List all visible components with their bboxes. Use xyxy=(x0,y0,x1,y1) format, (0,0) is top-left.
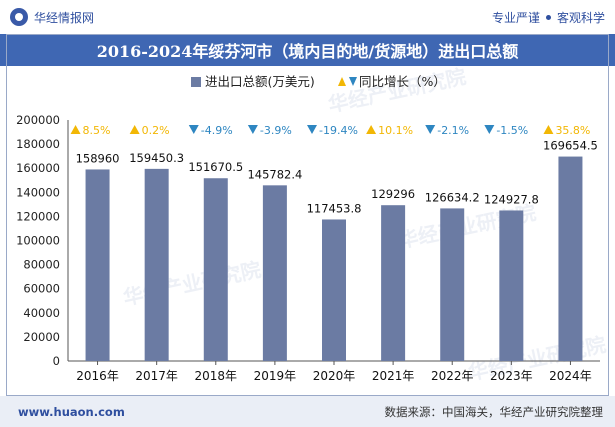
watermark-text: 华经产业研究院 xyxy=(121,257,263,310)
growth-down-icon xyxy=(188,125,199,134)
y-tick-label: 20000 xyxy=(23,330,60,344)
legend-bar-swatch xyxy=(191,77,201,87)
growth-down-icon xyxy=(425,125,436,134)
growth-up-icon xyxy=(366,125,377,134)
x-tick-label: 2020年 xyxy=(313,369,356,383)
x-tick-label: 2024年 xyxy=(549,369,592,383)
bullet-icon xyxy=(545,14,551,20)
growth-down-icon xyxy=(247,125,258,134)
bar xyxy=(440,208,465,361)
y-tick-label: 160000 xyxy=(16,161,60,175)
growth-label: 8.5% xyxy=(83,124,111,137)
watermark-text: 华经产业研究院 xyxy=(326,64,468,117)
x-tick-label: 2022年 xyxy=(431,369,474,383)
chart-title: 2016-2024年绥芬河市（境内目的地/货源地）进出口总额 xyxy=(0,34,615,66)
growth-label: -2.1% xyxy=(437,124,469,137)
y-tick-label: 80000 xyxy=(23,258,60,272)
x-tick-label: 2016年 xyxy=(76,369,119,383)
growth-up-icon xyxy=(543,125,554,134)
y-tick-label: 0 xyxy=(53,354,60,368)
growth-label: -4.9% xyxy=(201,124,233,137)
bar-value-label: 169654.5 xyxy=(543,139,598,153)
bar xyxy=(144,168,169,361)
x-tick-label: 2017年 xyxy=(135,369,178,383)
growth-label: 0.2% xyxy=(142,124,170,137)
legend-growth-label: 同比增长（%） xyxy=(359,74,446,89)
growth-down-icon xyxy=(484,125,495,134)
x-tick-label: 2021年 xyxy=(372,369,415,383)
bar-value-label: 117453.8 xyxy=(307,201,362,215)
x-tick-label: 2019年 xyxy=(254,369,297,383)
footer: www.huaon.com 数据来源：中国海关，华经产业研究院整理 xyxy=(0,396,615,427)
bar-value-label: 158960 xyxy=(76,151,120,165)
bar xyxy=(499,210,524,361)
tagline-left: 专业严谨 xyxy=(491,10,540,25)
bar xyxy=(322,219,346,361)
tagline-right: 客观科学 xyxy=(556,10,605,25)
bar xyxy=(558,156,583,361)
bar-value-label: 126634.2 xyxy=(425,190,480,204)
growth-label: -1.5% xyxy=(496,124,528,137)
y-tick-label: 180000 xyxy=(16,137,60,151)
growth-up-icon xyxy=(70,125,81,134)
legend-bar-label: 进出口总额(万美元) xyxy=(205,74,315,89)
bar xyxy=(381,205,406,361)
legend-down-icon xyxy=(349,77,357,86)
y-tick-label: 100000 xyxy=(16,234,60,248)
legend-up-icon xyxy=(338,77,346,86)
bar xyxy=(203,178,228,361)
top-header: 华经情报网 专业严谨 客观科学 xyxy=(0,0,615,34)
growth-up-icon xyxy=(129,125,140,134)
y-tick-label: 40000 xyxy=(23,306,60,320)
bar-value-label: 151670.5 xyxy=(188,160,243,174)
y-tick-label: 200000 xyxy=(16,113,60,127)
footer-url[interactable]: www.huaon.com xyxy=(18,404,125,419)
footer-source: 数据来源：中国海关，华经产业研究院整理 xyxy=(384,404,604,419)
logo-icon xyxy=(10,8,28,26)
growth-label: 10.1% xyxy=(378,124,413,137)
x-tick-label: 2023年 xyxy=(490,369,533,383)
bar-value-label: 124927.8 xyxy=(484,192,539,206)
y-tick-label: 60000 xyxy=(23,282,60,296)
bar-value-label: 129296 xyxy=(371,187,415,201)
growth-down-icon xyxy=(307,125,317,134)
growth-label: 35.8% xyxy=(555,124,590,137)
bar-value-label: 159450.3 xyxy=(129,151,184,165)
x-tick-label: 2018年 xyxy=(195,369,238,383)
tagline: 专业严谨 客观科学 xyxy=(492,9,605,26)
bar-value-label: 145782.4 xyxy=(247,167,302,181)
growth-label: -3.9% xyxy=(260,124,292,137)
growth-label: -19.4% xyxy=(319,124,358,137)
brand: 华经情报网 xyxy=(10,8,94,26)
brand-name: 华经情报网 xyxy=(34,10,95,25)
y-tick-label: 140000 xyxy=(16,185,60,199)
bar xyxy=(262,185,287,361)
bar xyxy=(85,169,110,361)
y-tick-label: 120000 xyxy=(16,209,60,223)
